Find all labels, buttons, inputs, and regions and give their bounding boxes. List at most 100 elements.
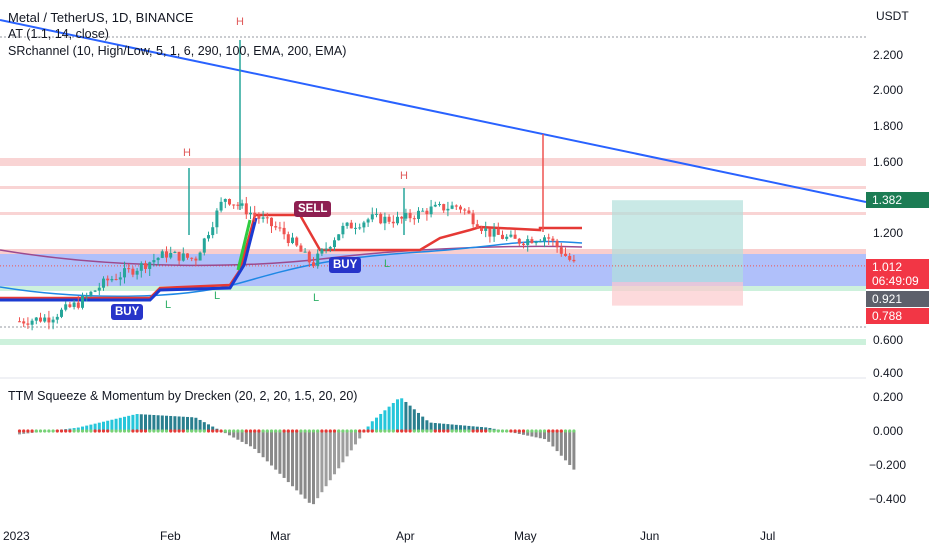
momentum-bar [165, 415, 168, 431]
candle-body [307, 251, 311, 263]
atr-trailing-stop-green [236, 219, 252, 271]
momentum-bar [333, 431, 336, 475]
squeeze-dot [89, 429, 93, 433]
momentum-bar [316, 431, 320, 499]
squeeze-dot [429, 429, 433, 433]
squeeze-dot [513, 429, 517, 433]
candle-body [169, 252, 173, 258]
candle-body [198, 252, 202, 261]
squeeze-dot [64, 429, 68, 433]
momentum-bar [417, 412, 420, 431]
sr-zone-support [0, 339, 866, 345]
time-label-feb: Feb [160, 529, 181, 543]
momentum-bar [190, 417, 194, 431]
candle-body [190, 257, 194, 259]
momentum-bar [471, 426, 475, 431]
squeeze-dot [362, 429, 366, 433]
candle-body [564, 253, 567, 256]
squeeze-dot [353, 429, 358, 433]
momentum-bar [530, 431, 534, 437]
sell-signal-badge[interactable]: SELL [294, 201, 332, 217]
squeeze-dot [278, 429, 282, 433]
indicator-at-label[interactable]: AT (1.1, 14, close) [8, 27, 109, 41]
squeeze-dot [437, 429, 442, 433]
squeeze-dot [206, 429, 211, 433]
squeeze-dot [185, 429, 190, 433]
candle-body [60, 309, 63, 317]
time-label-may: May [514, 529, 537, 543]
candle-body [110, 279, 114, 281]
candle-body [534, 241, 538, 244]
candle-body [328, 247, 332, 249]
candle-body [76, 302, 80, 308]
momentum-bar [123, 416, 126, 431]
candle-body [429, 206, 433, 215]
momentum-bar [484, 427, 488, 431]
candle-body [488, 228, 492, 237]
candle-body [55, 316, 59, 320]
candle-body [316, 253, 320, 266]
candle-body [459, 206, 462, 210]
oscillator-label[interactable]: TTM Squeeze & Momentum by Drecken (20, 2… [8, 389, 358, 403]
candle-body [417, 210, 420, 219]
squeeze-dot [244, 429, 248, 433]
pivot-low-marker: L [214, 290, 221, 302]
squeeze-dot [93, 429, 97, 433]
descending-trendline [0, 19, 867, 203]
squeeze-dot [177, 429, 181, 433]
candle-body [370, 214, 374, 220]
momentum-bar [76, 427, 80, 431]
candle-body [244, 203, 248, 215]
indicator-srchannel-label[interactable]: SRchannel (10, High/Low, 5, 1, 6, 290, 1… [8, 44, 347, 58]
squeeze-dot [34, 429, 38, 433]
momentum-bar [572, 431, 576, 470]
candle-body [530, 239, 534, 244]
candle-body [286, 234, 290, 244]
squeeze-dot [227, 429, 232, 433]
momentum-bar [354, 431, 357, 445]
squeeze-dot [458, 429, 463, 433]
squeeze-dot [85, 429, 89, 433]
candle-body [177, 251, 181, 261]
candle-body [202, 238, 206, 253]
momentum-bar [18, 431, 21, 435]
squeeze-dot [169, 429, 173, 433]
chart-title[interactable]: Metal / TetherUS, 1D, BINANCE [8, 10, 194, 25]
squeeze-dot [412, 429, 416, 433]
candle-body [215, 210, 219, 228]
momentum-bar [282, 431, 286, 478]
squeeze-dot [484, 429, 488, 433]
buy-signal-badge[interactable]: BUY [111, 304, 144, 320]
candle-body [114, 279, 118, 281]
price-tick-1800: 1.800 [873, 119, 904, 133]
squeeze-dot [446, 429, 450, 433]
candle-body [282, 227, 286, 235]
squeeze-dot [202, 429, 206, 433]
candle-body [207, 235, 210, 239]
squeeze-dot [211, 429, 215, 433]
squeeze-dot [332, 429, 337, 433]
squeeze-dot [404, 429, 408, 433]
candle-body [85, 295, 89, 297]
price-unit: USDT [876, 9, 909, 23]
candle-body [425, 210, 429, 215]
squeeze-dot [232, 429, 236, 433]
squeeze-dot [450, 429, 454, 433]
buy-signal-badge[interactable]: BUY [329, 257, 362, 273]
momentum-bar [261, 431, 265, 458]
momentum-bar [295, 431, 299, 491]
candle-body [467, 210, 471, 214]
squeeze-dot [475, 429, 479, 433]
squeeze-dot [106, 429, 110, 433]
momentum-bar [555, 431, 559, 452]
momentum-bar [370, 421, 374, 431]
candle-body [165, 251, 168, 258]
squeeze-dot [534, 429, 538, 433]
candle-body [51, 319, 55, 323]
pivot-high-marker: H [236, 16, 244, 28]
candle-body [295, 237, 299, 246]
candle-body [160, 251, 164, 258]
squeeze-dot [416, 429, 421, 433]
momentum-bar [169, 415, 173, 431]
